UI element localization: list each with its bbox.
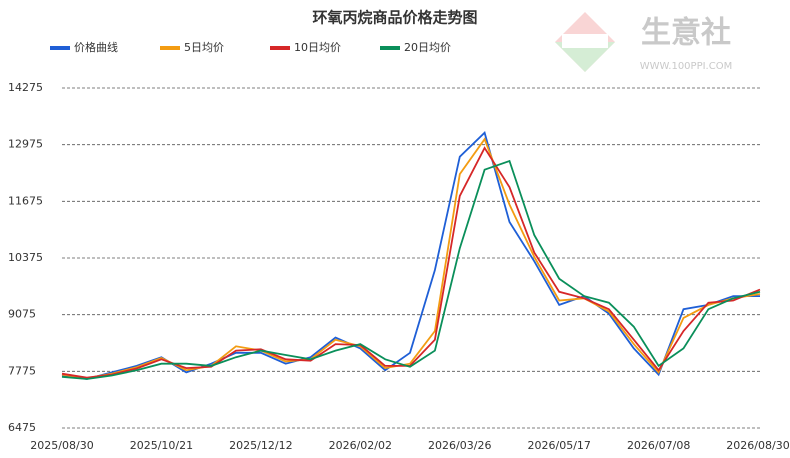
x-tick-label: 2026/08/30 — [726, 439, 789, 452]
x-tick-label: 2025/08/30 — [30, 439, 93, 452]
legend-label: 价格曲线 — [74, 40, 118, 54]
y-tick-label: 6475 — [8, 421, 36, 434]
watermark-url: WWW.100PPI.COM — [640, 61, 732, 72]
legend-marker — [50, 46, 70, 50]
y-tick-label: 12975 — [8, 138, 43, 151]
x-tick-label: 2026/02/02 — [329, 439, 392, 452]
watermark-logo — [555, 12, 615, 72]
x-tick-label: 2025/10/21 — [130, 439, 193, 452]
x-tick-label: 2026/07/08 — [627, 439, 690, 452]
x-tick-label: 2025/12/12 — [229, 439, 292, 452]
y-tick-label: 10375 — [8, 251, 43, 264]
legend-label: 10日均价 — [294, 41, 341, 54]
y-tick-label: 9075 — [8, 308, 36, 321]
price-line — [61, 137, 761, 380]
price-line — [61, 131, 760, 380]
legend-label: 20日均价 — [404, 41, 451, 54]
chart-title: 环氧丙烷商品价格走势图 — [312, 9, 477, 27]
price-line — [61, 159, 761, 380]
price-line — [61, 146, 761, 379]
legend-marker — [160, 46, 180, 50]
x-tick-label: 2026/05/17 — [528, 439, 591, 452]
legend-marker — [380, 46, 400, 50]
y-tick-label: 7775 — [8, 364, 36, 377]
y-tick-label: 14275 — [8, 81, 43, 94]
x-tick-label: 2026/03/26 — [428, 439, 491, 452]
legend-marker — [270, 46, 290, 50]
legend-label: 5日均价 — [184, 41, 224, 54]
watermark-name: 生意社 — [641, 16, 731, 51]
y-tick-label: 11675 — [8, 194, 43, 207]
